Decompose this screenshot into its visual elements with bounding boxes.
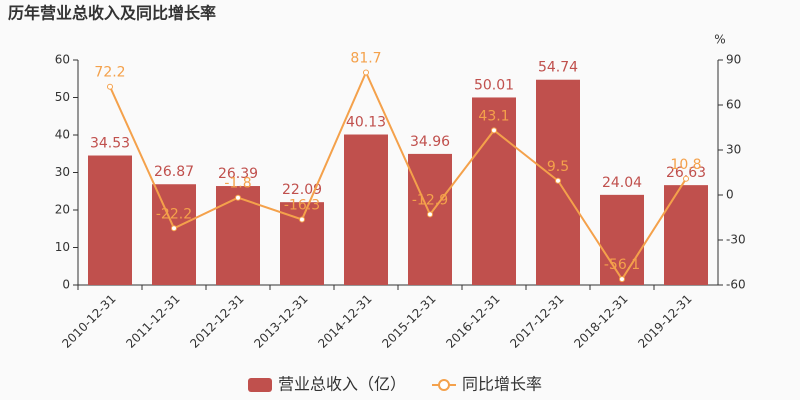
bar: [88, 155, 132, 285]
legend-label: 营业总收入（亿）: [278, 375, 406, 394]
y2-tick-label: 60: [726, 98, 741, 112]
line-value-label: 10.8: [670, 157, 701, 173]
line: [109, 69, 687, 281]
bar-value-label: 24.04: [602, 175, 642, 191]
y2-tick-label: -30: [726, 233, 746, 247]
bar: [152, 184, 196, 285]
line-point: [427, 211, 433, 218]
x-tick-label: 2015-12-31: [379, 292, 438, 351]
bar-value-label: 26.39: [218, 166, 258, 182]
chart-title: 历年营业总收入及同比增长率: [8, 4, 216, 23]
line-value-label: 9.5: [547, 159, 569, 175]
line-point: [683, 175, 689, 182]
y2-axis-label: %: [714, 33, 725, 47]
line-value-label: 72.2: [94, 65, 125, 81]
line-point: [171, 225, 177, 232]
bar-value-label: 26.63: [666, 165, 706, 181]
y-tick-label: 30: [55, 165, 70, 179]
y-tick-label: 0: [62, 278, 70, 292]
bar: [216, 186, 260, 285]
x-tick-label: 2018-12-31: [571, 292, 630, 351]
line-value-label: 81.7: [350, 50, 381, 66]
line-value-label: -16.3: [284, 197, 320, 213]
y2-tick-label: 30: [726, 143, 741, 157]
x-tick-label: 2012-12-31: [187, 292, 246, 351]
line-value-label: -56.1: [604, 257, 640, 273]
bar: [344, 134, 388, 285]
y-tick-label: 60: [55, 53, 70, 67]
line-value-label: -22.2: [156, 206, 192, 222]
x-tick-label: 2016-12-31: [443, 292, 502, 351]
line-point: [235, 194, 241, 201]
legend-swatch-marker: [438, 379, 450, 391]
y-tick-label: 40: [55, 128, 70, 142]
y-tick-label: 10: [55, 240, 70, 254]
bar: [600, 194, 644, 285]
line-value-label: 43.1: [478, 108, 509, 124]
line-point: [555, 177, 561, 184]
line-value-label: -12.9: [412, 192, 448, 208]
line-value-label: -1.8: [224, 176, 251, 192]
bar-value-label: 34.96: [410, 134, 450, 150]
line-point: [363, 69, 369, 76]
line-point: [619, 276, 625, 283]
y2-tick-label: 0: [726, 188, 734, 202]
y-tick-label: 20: [55, 203, 70, 217]
x-tick-label: 2010-12-31: [59, 292, 118, 351]
y2-tick-label: -60: [726, 278, 746, 292]
bar-value-label: 50.01: [474, 77, 514, 93]
y-tick-label: 50: [55, 90, 70, 104]
x-tick-label: 2011-12-31: [123, 292, 182, 351]
x-tick-label: 2013-12-31: [251, 292, 310, 351]
bar-value-label: 54.74: [538, 60, 578, 76]
bar: [664, 185, 708, 285]
x-tick-label: 2017-12-31: [507, 292, 566, 351]
x-tick-label: 2019-12-31: [635, 292, 694, 351]
y2-tick-label: 90: [726, 53, 741, 67]
legend-label: 同比增长率: [462, 375, 542, 394]
legend-swatch: [248, 378, 272, 392]
bar: [408, 153, 452, 285]
bar-value-label: 34.53: [90, 136, 130, 152]
bar-value-label: 22.09: [282, 182, 322, 198]
bar-value-label: 26.87: [154, 164, 194, 180]
x-tick-label: 2014-12-31: [315, 292, 374, 351]
bar: [280, 202, 324, 285]
line-point: [491, 127, 497, 134]
bar-value-label: 40.13: [346, 115, 386, 131]
line-point: [299, 216, 305, 223]
line-point: [107, 83, 113, 90]
bar: [472, 97, 516, 286]
